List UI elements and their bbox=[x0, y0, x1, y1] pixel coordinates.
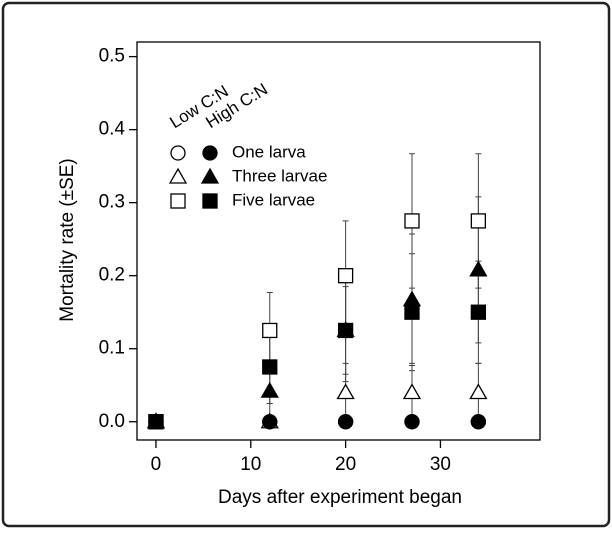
marker bbox=[170, 145, 186, 161]
y-tick-label: 0.0 bbox=[99, 411, 125, 432]
marker bbox=[470, 414, 487, 430]
marker bbox=[470, 213, 487, 229]
marker bbox=[336, 383, 355, 400]
x-tick-label: 10 bbox=[240, 454, 261, 475]
marker bbox=[262, 359, 278, 375]
y-tick-label: 0.3 bbox=[99, 192, 125, 213]
marker bbox=[404, 304, 420, 320]
x-tick-label: 20 bbox=[335, 454, 356, 475]
marker bbox=[260, 381, 279, 398]
y-axis-label: Mortality rate (±SE) bbox=[57, 158, 78, 322]
marker bbox=[262, 414, 278, 430]
y-tick-label: 0.5 bbox=[99, 46, 125, 67]
y-tick-label: 0.4 bbox=[99, 119, 126, 140]
x-tick-label: 0 bbox=[151, 454, 162, 475]
marker bbox=[470, 304, 487, 320]
marker bbox=[200, 167, 220, 184]
marker bbox=[469, 383, 488, 400]
marker bbox=[404, 213, 420, 229]
marker bbox=[168, 167, 188, 184]
y-tick-label: 0.1 bbox=[99, 338, 125, 359]
marker bbox=[148, 414, 164, 430]
marker bbox=[404, 414, 420, 430]
marker bbox=[402, 383, 422, 400]
legend-label: One larva bbox=[232, 142, 306, 161]
plot-area bbox=[136, 41, 541, 441]
marker bbox=[337, 414, 354, 430]
marker bbox=[170, 193, 186, 209]
x-axis-label: Days after experiment began bbox=[218, 487, 462, 508]
x-tick-label: 30 bbox=[430, 454, 451, 475]
marker bbox=[262, 322, 278, 339]
marker bbox=[202, 193, 218, 209]
y-tick-label: 0.2 bbox=[99, 265, 125, 286]
legend-label: Five larvae bbox=[232, 190, 315, 209]
marker bbox=[337, 268, 354, 284]
legend-label: Three larvae bbox=[232, 166, 327, 185]
marker bbox=[202, 145, 218, 161]
marker bbox=[469, 260, 488, 277]
marker bbox=[337, 322, 354, 339]
